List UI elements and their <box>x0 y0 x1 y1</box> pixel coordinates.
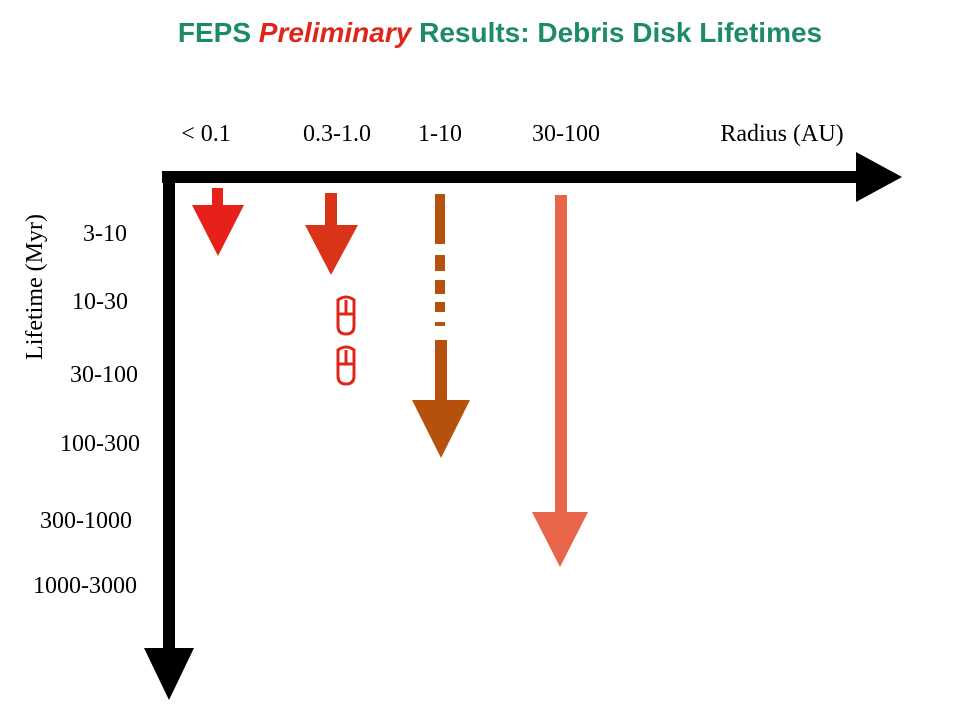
y-arrowhead <box>144 648 194 700</box>
arrow-shaft <box>325 193 337 227</box>
mouse-icon <box>336 295 356 336</box>
arrow-shaft <box>435 340 447 402</box>
x-arrowhead <box>856 152 902 202</box>
y-axis-title: Lifetime (Myr) <box>22 214 48 360</box>
dash <box>435 280 445 294</box>
y-label: 1000-3000 <box>33 573 137 599</box>
x-axis-title: Radius (AU) <box>720 121 843 147</box>
arrow-head <box>192 205 244 256</box>
arrow-head <box>305 225 358 275</box>
x-label: 1-10 <box>418 121 462 147</box>
title-part: Results: Debris Disk Lifetimes <box>419 17 822 48</box>
dash <box>435 322 445 326</box>
x-label: 30-100 <box>532 121 600 147</box>
arrow-head <box>412 400 470 458</box>
dash <box>435 194 445 244</box>
title-part: Preliminary <box>259 17 413 48</box>
arrow-head <box>532 512 588 567</box>
y-label: 30-100 <box>70 362 138 388</box>
y-label: 300-1000 <box>40 508 132 534</box>
title-part: FEPS <box>178 17 251 48</box>
y-label: 3-10 <box>83 221 127 247</box>
title: FEPS Preliminary Results: Debris Disk Li… <box>178 17 822 48</box>
x-label: 0.3-1.0 <box>303 121 371 147</box>
x-label: < 0.1 <box>181 121 231 147</box>
arrow-shaft <box>212 188 223 208</box>
y-label: 100-300 <box>60 431 140 457</box>
dashed-arrow <box>412 194 470 458</box>
y-label: 10-30 <box>72 289 128 315</box>
dash <box>435 302 445 312</box>
mouse-icon <box>336 345 356 386</box>
dash <box>435 255 445 271</box>
arrow-shaft <box>555 195 567 515</box>
